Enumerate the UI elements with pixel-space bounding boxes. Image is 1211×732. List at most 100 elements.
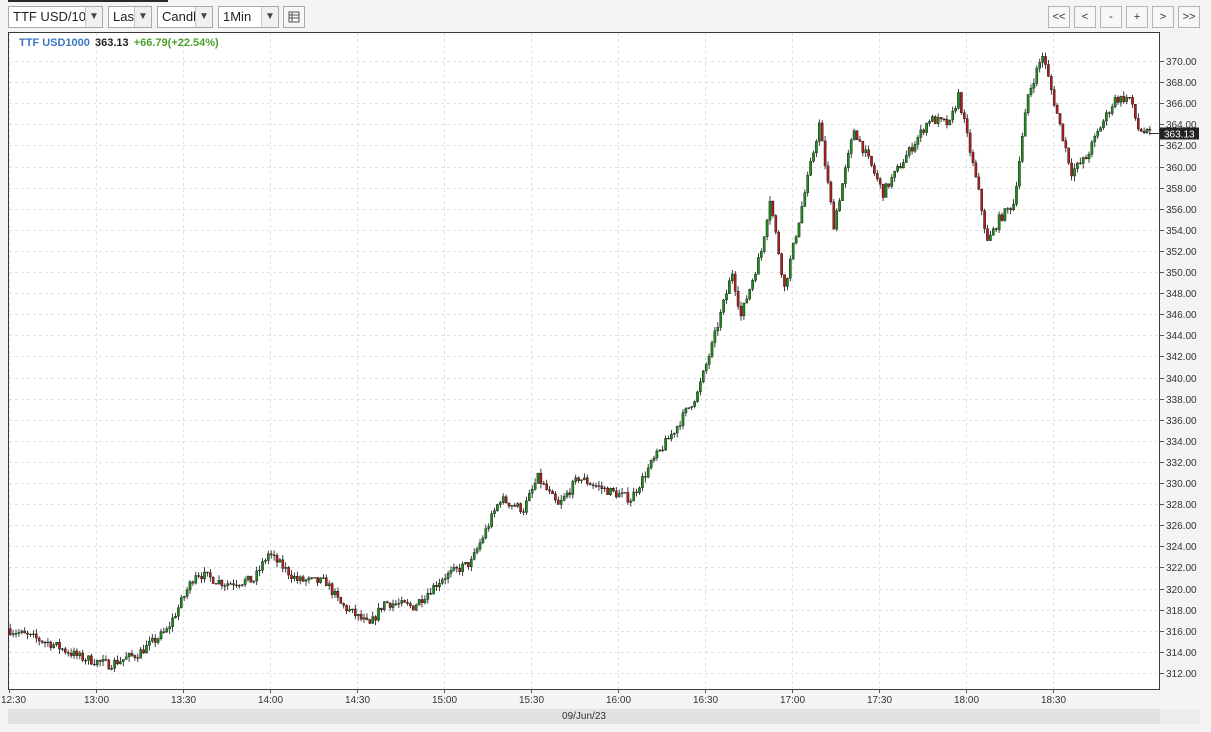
candle-up xyxy=(278,559,282,563)
candle-up xyxy=(478,542,482,550)
candle-up xyxy=(951,110,954,121)
date-scrollbar[interactable]: 09/Jun/23 xyxy=(8,709,1160,724)
candle-up xyxy=(397,603,401,605)
zoom-in-button[interactable]: + xyxy=(1126,6,1148,28)
scroll-right-button[interactable]: > xyxy=(1152,6,1174,28)
legend-symbol: TTF USD1000 xyxy=(19,37,90,49)
candle-up xyxy=(449,570,453,574)
candle-up xyxy=(145,645,148,654)
candle-down xyxy=(1070,162,1073,177)
scroll-to-end-button[interactable]: >> xyxy=(1178,6,1200,28)
candle-down xyxy=(388,602,392,608)
candle-up xyxy=(293,576,296,579)
candle-up xyxy=(417,599,421,606)
candle-up xyxy=(794,236,798,244)
price-tag-label: 363.13 xyxy=(1164,129,1195,140)
candle-down xyxy=(275,555,279,563)
candle-down xyxy=(290,574,293,579)
y-tick-label: 354.00 xyxy=(1166,226,1197,237)
y-tick-label: 338.00 xyxy=(1166,395,1197,406)
candle-up xyxy=(847,153,850,168)
candle-up xyxy=(327,583,331,587)
candle-up xyxy=(110,668,113,670)
candle-up xyxy=(806,175,809,193)
scroll-to-start-button[interactable]: << xyxy=(1048,6,1070,28)
candle-up xyxy=(649,460,653,469)
y-tick-label: 362.00 xyxy=(1166,141,1197,152)
candle-up xyxy=(893,170,896,178)
candle-up xyxy=(852,130,856,141)
candle-up xyxy=(14,633,18,635)
candle-up xyxy=(304,579,308,582)
candle-up xyxy=(487,526,491,529)
candle-down xyxy=(269,553,273,556)
candle-up xyxy=(481,537,485,544)
candle-down xyxy=(455,567,459,569)
candlestick-chart[interactable]: 312.00 314.00 316.00 318.00 320.00 322.00 324.… xyxy=(0,0,1211,710)
candle-down xyxy=(963,112,966,119)
candle-up xyxy=(72,650,76,656)
interval-select[interactable]: 1Min ▼ xyxy=(218,6,279,28)
candle-down xyxy=(945,119,949,126)
y-tick-label: 328.00 xyxy=(1166,500,1197,511)
chart-plot-area[interactable] xyxy=(8,32,1160,690)
candle-up xyxy=(298,576,302,581)
candle-down xyxy=(1009,208,1012,211)
scroll-left-button[interactable]: < xyxy=(1074,6,1096,28)
candle-up xyxy=(499,502,502,505)
candle-down xyxy=(211,576,215,584)
candle-up xyxy=(719,312,722,328)
candle-up xyxy=(61,648,64,650)
candle-down xyxy=(26,632,29,635)
candle-up xyxy=(684,408,688,413)
candle-up xyxy=(1125,97,1128,102)
candle-up xyxy=(1110,106,1114,114)
candle-down xyxy=(777,231,780,255)
candle-down xyxy=(316,577,319,583)
candle-down xyxy=(1131,97,1134,105)
candle-up xyxy=(252,580,256,583)
candle-up xyxy=(229,583,232,585)
candle-down xyxy=(606,487,609,495)
candle-down xyxy=(661,449,664,451)
x-tick-label: 15:00 xyxy=(432,695,457,706)
price-field-select[interactable]: Last ▼ xyxy=(108,6,152,28)
candle-down xyxy=(922,129,925,133)
candle-up xyxy=(362,617,366,620)
chart-style-select[interactable]: Candle ▼ xyxy=(157,6,213,28)
table-view-button[interactable] xyxy=(283,6,305,28)
candle-up xyxy=(307,577,311,581)
y-axis: 312.00 314.00 316.00 318.00 320.00 322.00 324.… xyxy=(1159,57,1197,680)
candle-up xyxy=(835,210,838,230)
candle-down xyxy=(1052,89,1056,106)
candle-up xyxy=(470,559,473,567)
candle-down xyxy=(208,572,212,578)
candle-up xyxy=(493,510,496,514)
candle-up xyxy=(1096,130,1099,137)
candle-up xyxy=(1093,136,1097,143)
candle-up xyxy=(11,633,15,635)
candle-up xyxy=(652,457,656,461)
candle-down xyxy=(971,152,975,163)
candle-up xyxy=(725,293,728,301)
candle-up xyxy=(702,370,705,383)
candle-down xyxy=(588,483,592,486)
candle-up xyxy=(664,438,667,451)
candle-up xyxy=(127,653,131,658)
x-tick-label: 14:00 xyxy=(258,695,283,706)
zoom-out-button[interactable]: - xyxy=(1100,6,1122,28)
candle-up xyxy=(333,591,337,595)
candle-down xyxy=(615,490,618,498)
y-tick-label: 346.00 xyxy=(1166,310,1197,321)
y-tick-label: 352.00 xyxy=(1166,247,1197,258)
candle-down xyxy=(223,585,227,587)
candle-down xyxy=(385,601,389,604)
candle-down xyxy=(296,576,299,581)
candle-up xyxy=(1076,162,1079,169)
date-bar-corner xyxy=(1160,709,1200,724)
candle-up xyxy=(559,500,563,505)
chevron-down-icon: ▼ xyxy=(85,7,102,27)
symbol-select[interactable]: TTF USD/1000 ▼ xyxy=(8,6,103,28)
candle-down xyxy=(43,642,47,644)
candle-up xyxy=(217,580,221,585)
